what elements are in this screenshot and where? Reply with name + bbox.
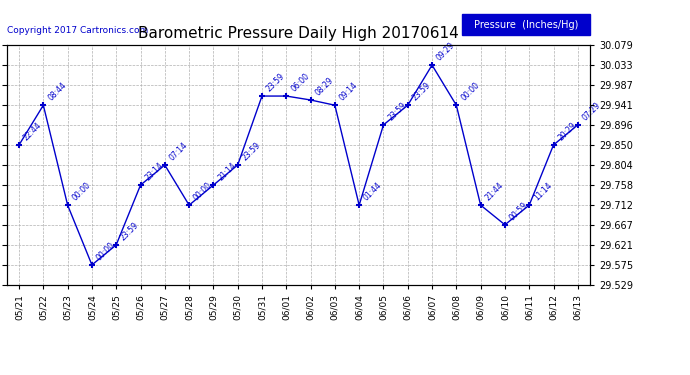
Text: 23:59: 23:59 — [241, 140, 262, 162]
Text: Copyright 2017 Cartronics.com: Copyright 2017 Cartronics.com — [7, 26, 148, 35]
Title: Barometric Pressure Daily High 20170614: Barometric Pressure Daily High 20170614 — [138, 26, 459, 41]
Text: 21:14: 21:14 — [216, 160, 238, 182]
Text: 09:29: 09:29 — [435, 40, 457, 62]
Text: 00:00: 00:00 — [95, 240, 117, 262]
Text: 00:00: 00:00 — [192, 180, 214, 203]
Text: 23:59: 23:59 — [119, 220, 141, 242]
Text: Pressure  (Inches/Hg): Pressure (Inches/Hg) — [473, 20, 578, 30]
Text: 23:59: 23:59 — [386, 100, 408, 122]
Text: 07:14: 07:14 — [168, 140, 190, 162]
Text: 11:14: 11:14 — [532, 181, 553, 203]
Text: 00:00: 00:00 — [70, 180, 92, 203]
Text: 08:29: 08:29 — [313, 75, 335, 97]
Text: 00:00: 00:00 — [459, 81, 481, 102]
Text: 00:59: 00:59 — [508, 200, 530, 222]
Text: 23:14: 23:14 — [144, 160, 165, 182]
Text: 23:59: 23:59 — [411, 81, 433, 102]
Text: 23:59: 23:59 — [265, 72, 286, 93]
Text: 09:14: 09:14 — [337, 81, 359, 102]
Text: 01:44: 01:44 — [362, 180, 384, 203]
Text: 20:29: 20:29 — [556, 120, 578, 142]
Text: 07:29: 07:29 — [580, 100, 602, 122]
FancyBboxPatch shape — [462, 14, 590, 35]
Text: 06:00: 06:00 — [289, 71, 311, 93]
Text: 21:44: 21:44 — [484, 181, 505, 203]
Text: 22:44: 22:44 — [22, 120, 43, 142]
Text: 08:44: 08:44 — [46, 81, 68, 102]
